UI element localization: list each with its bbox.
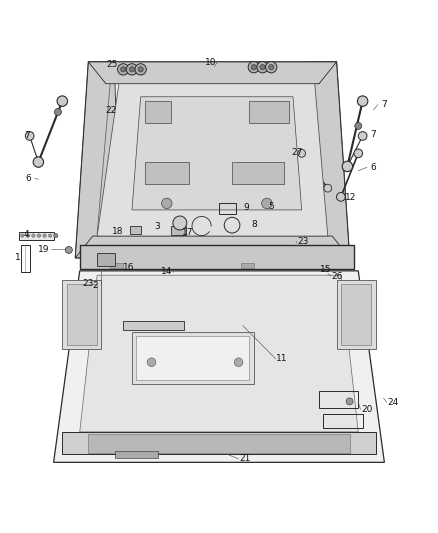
Circle shape [57,96,67,107]
Polygon shape [80,275,358,432]
FancyBboxPatch shape [145,101,171,123]
Circle shape [120,67,126,72]
Circle shape [147,358,156,367]
Text: 9: 9 [243,203,249,212]
Circle shape [126,63,138,75]
Text: 4: 4 [24,230,29,239]
Circle shape [117,63,129,75]
Circle shape [355,123,362,130]
Polygon shape [97,84,328,236]
Text: 23: 23 [297,237,308,246]
Text: 2: 2 [92,281,98,290]
FancyBboxPatch shape [145,162,188,184]
Circle shape [129,67,134,72]
FancyBboxPatch shape [62,432,376,454]
FancyBboxPatch shape [341,284,371,345]
Polygon shape [75,236,350,258]
FancyBboxPatch shape [250,101,289,123]
Circle shape [37,234,41,237]
FancyBboxPatch shape [123,321,184,329]
Text: 8: 8 [251,220,257,229]
Text: 20: 20 [361,405,373,414]
FancyBboxPatch shape [97,253,115,265]
Circle shape [346,398,353,405]
Circle shape [260,64,265,70]
Circle shape [48,234,52,237]
Circle shape [257,61,268,73]
Text: 25: 25 [107,60,118,69]
Text: 11: 11 [276,354,288,364]
Text: 3: 3 [154,222,160,231]
Circle shape [265,61,277,73]
FancyBboxPatch shape [62,279,102,349]
Text: 16: 16 [123,263,134,272]
Circle shape [298,149,306,157]
Circle shape [268,64,274,70]
Circle shape [162,198,172,208]
Text: 17: 17 [182,229,194,238]
Circle shape [54,109,61,116]
Text: 18: 18 [112,227,124,236]
FancyBboxPatch shape [232,162,284,184]
Text: 1: 1 [15,253,21,262]
Text: 6: 6 [25,174,31,183]
Text: 12: 12 [345,193,356,202]
Circle shape [336,192,345,201]
Text: 23: 23 [82,279,93,287]
Circle shape [135,63,146,75]
FancyBboxPatch shape [115,451,158,458]
Text: 21: 21 [240,454,251,463]
Polygon shape [132,97,302,210]
Circle shape [33,157,44,167]
Circle shape [32,234,35,237]
Circle shape [53,233,58,238]
Polygon shape [88,62,336,84]
Polygon shape [75,62,350,258]
FancyBboxPatch shape [110,263,123,268]
Circle shape [21,234,24,237]
FancyBboxPatch shape [67,284,97,345]
Text: 5: 5 [268,202,274,211]
Text: 15: 15 [320,265,332,274]
FancyBboxPatch shape [19,232,53,239]
FancyBboxPatch shape [132,332,254,384]
Circle shape [173,216,187,230]
FancyBboxPatch shape [336,279,376,349]
Text: 10: 10 [205,58,216,67]
Circle shape [261,198,272,208]
Circle shape [25,132,34,140]
Circle shape [138,67,143,72]
Text: 19: 19 [38,245,50,254]
Text: 7: 7 [371,130,376,139]
Polygon shape [53,271,385,462]
Circle shape [43,234,46,237]
Circle shape [251,64,256,70]
Circle shape [354,149,363,158]
FancyBboxPatch shape [171,225,186,235]
Polygon shape [75,62,119,258]
FancyBboxPatch shape [88,434,350,453]
FancyBboxPatch shape [136,336,250,379]
Circle shape [342,161,353,172]
Text: 22: 22 [106,106,117,115]
FancyBboxPatch shape [241,263,254,268]
Circle shape [324,184,332,192]
Text: 6: 6 [371,163,376,172]
FancyBboxPatch shape [80,245,354,269]
Circle shape [234,358,243,367]
Circle shape [248,61,259,73]
Text: 7: 7 [381,100,387,109]
Text: 7: 7 [24,132,29,140]
Text: 27: 27 [292,148,303,157]
Circle shape [358,132,367,140]
Circle shape [26,234,30,237]
Text: 14: 14 [161,267,173,276]
Polygon shape [311,62,350,258]
Circle shape [357,96,368,107]
FancyBboxPatch shape [130,225,141,235]
Text: 24: 24 [388,398,399,407]
Text: 26: 26 [332,272,343,280]
Circle shape [65,246,72,254]
